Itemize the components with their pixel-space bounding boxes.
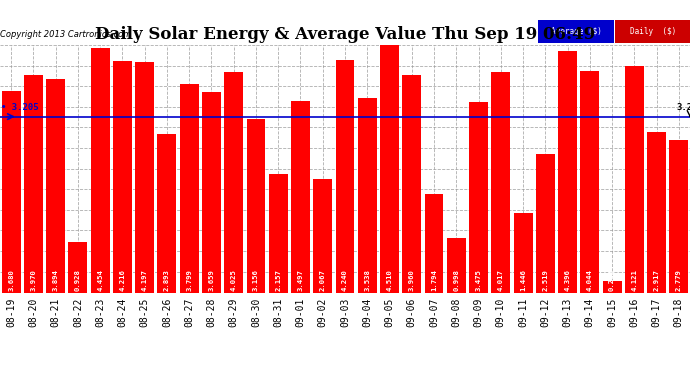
Bar <box>625 66 644 292</box>
Bar <box>358 98 377 292</box>
Text: 3.659: 3.659 <box>208 270 215 291</box>
Text: 3.497: 3.497 <box>297 270 304 291</box>
Text: 4.017: 4.017 <box>497 270 504 291</box>
Bar <box>513 213 533 292</box>
Text: 3.680: 3.680 <box>8 270 14 291</box>
Bar <box>380 45 399 292</box>
Bar <box>202 92 221 292</box>
Bar <box>647 132 666 292</box>
Bar <box>558 51 577 292</box>
Text: 2.519: 2.519 <box>542 270 549 291</box>
Bar <box>157 134 177 292</box>
Bar <box>224 72 243 292</box>
Bar <box>90 48 110 292</box>
Text: 0.998: 0.998 <box>453 270 460 291</box>
Text: Copyright 2013 Cartronics.com: Copyright 2013 Cartronics.com <box>0 30 131 39</box>
Bar <box>491 72 511 292</box>
Bar <box>68 242 88 292</box>
Text: Average ($): Average ($) <box>551 27 602 36</box>
Text: Daily  ($): Daily ($) <box>629 27 676 36</box>
Text: 0.203: 0.203 <box>609 270 615 291</box>
Text: 4.025: 4.025 <box>230 270 237 291</box>
Text: 4.240: 4.240 <box>342 270 348 291</box>
Text: 3.475: 3.475 <box>475 270 482 291</box>
Text: 3.894: 3.894 <box>52 270 59 291</box>
Bar <box>538 20 614 42</box>
Bar <box>24 75 43 292</box>
Bar <box>402 75 421 292</box>
Bar <box>246 119 266 292</box>
Bar <box>615 20 690 42</box>
Text: 2.779: 2.779 <box>676 270 682 291</box>
Text: 1.794: 1.794 <box>431 270 437 291</box>
Text: 2.917: 2.917 <box>653 270 660 291</box>
Bar <box>269 174 288 292</box>
Bar <box>135 62 154 292</box>
Text: 2.893: 2.893 <box>164 270 170 291</box>
Text: 2.067: 2.067 <box>319 270 326 291</box>
Bar <box>335 60 355 292</box>
Text: 0.928: 0.928 <box>75 270 81 291</box>
Bar <box>447 238 466 292</box>
Text: 4.197: 4.197 <box>141 270 148 291</box>
Bar <box>1 90 21 292</box>
Text: 4.121: 4.121 <box>631 270 638 291</box>
Bar <box>179 84 199 292</box>
Text: 4.044: 4.044 <box>586 270 593 291</box>
Bar <box>602 281 622 292</box>
Text: 4.396: 4.396 <box>564 270 571 291</box>
Text: 3.538: 3.538 <box>364 270 371 291</box>
Text: 1.446: 1.446 <box>520 270 526 291</box>
Text: 3.960: 3.960 <box>408 270 415 291</box>
Bar <box>113 61 132 292</box>
Text: 3.156: 3.156 <box>253 270 259 291</box>
Bar <box>469 102 488 292</box>
Text: 4.454: 4.454 <box>97 270 104 291</box>
Text: 4.216: 4.216 <box>119 270 126 291</box>
Bar <box>669 140 689 292</box>
Text: 3.205: 3.205 <box>677 103 690 112</box>
Text: 4.510: 4.510 <box>386 270 393 291</box>
Bar <box>313 179 332 292</box>
Bar <box>536 154 555 292</box>
Text: • 3.205: • 3.205 <box>1 103 39 112</box>
Bar <box>291 100 310 292</box>
Bar <box>424 194 444 292</box>
Text: 3.970: 3.970 <box>30 270 37 291</box>
Bar <box>46 79 65 292</box>
Text: 3.799: 3.799 <box>186 270 193 291</box>
Bar <box>580 70 600 292</box>
Text: 2.157: 2.157 <box>275 270 282 291</box>
Title: Daily Solar Energy & Average Value Thu Sep 19 06:49: Daily Solar Energy & Average Value Thu S… <box>95 27 595 44</box>
